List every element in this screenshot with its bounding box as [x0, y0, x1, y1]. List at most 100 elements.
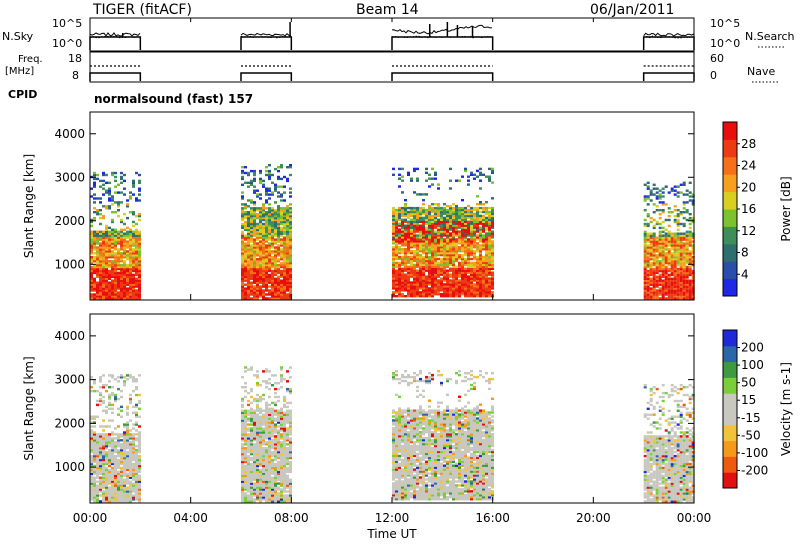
- power-cell: [401, 285, 404, 288]
- power-cell: [135, 254, 138, 257]
- power-cell: [283, 256, 286, 259]
- power-cell: [286, 213, 289, 216]
- power-cell: [691, 195, 695, 198]
- power-cell: [395, 226, 398, 229]
- velocity-cell: [250, 488, 253, 491]
- power-cell: [250, 289, 253, 292]
- velocity-cell: [253, 488, 256, 491]
- power-cell: [395, 251, 398, 255]
- velocity-cell: [117, 441, 120, 444]
- power-cell: [401, 271, 404, 274]
- power-cell: [443, 263, 446, 267]
- velocity-cell: [126, 452, 129, 456]
- power-cell: [664, 285, 668, 288]
- power-cell: [413, 224, 416, 227]
- velocity-cell: [90, 450, 93, 454]
- power-cell: [126, 234, 129, 237]
- velocity-cell: [93, 484, 96, 487]
- power-cell: [241, 211, 244, 214]
- power-cell: [129, 236, 132, 239]
- power-cell: [241, 195, 244, 198]
- power-cell: [446, 289, 449, 292]
- power-cell: [646, 236, 650, 239]
- power-cell: [422, 224, 425, 227]
- power-cell: [395, 244, 398, 247]
- velocity-cell: [120, 433, 123, 436]
- power-cell: [96, 293, 99, 296]
- velocity-cell: [247, 488, 250, 491]
- power-cell: [422, 212, 425, 216]
- power-cell: [274, 277, 277, 280]
- power-cell: [259, 254, 262, 257]
- power-cell: [467, 175, 470, 178]
- power-cell: [688, 261, 692, 265]
- power-cell: [265, 252, 268, 255]
- velocity-cell: [265, 419, 268, 422]
- power-cell: [138, 189, 141, 192]
- power-cell: [476, 228, 479, 231]
- power-cell: [280, 220, 283, 224]
- power-cell: [114, 232, 117, 235]
- power-cell: [410, 228, 413, 231]
- velocity-cell: [126, 433, 129, 436]
- power-cell: [410, 293, 413, 296]
- power-cell: [688, 222, 692, 226]
- power-cell: [410, 242, 413, 245]
- power-cell: [476, 281, 479, 284]
- power-cell: [431, 210, 434, 214]
- power-cell: [449, 293, 452, 296]
- velocity-cell: [90, 425, 93, 428]
- power-cell: [479, 271, 482, 274]
- power-cell: [280, 250, 283, 253]
- power-cell: [253, 226, 256, 230]
- power-cell: [135, 261, 138, 265]
- velocity-cell: [108, 419, 111, 422]
- power-cell: [428, 177, 431, 180]
- power-cell: [262, 254, 265, 257]
- power-cell: [464, 167, 467, 171]
- power-cell: [452, 277, 455, 280]
- power-cell: [443, 203, 446, 206]
- power-cell: [667, 218, 671, 222]
- velocity-cell: [265, 464, 268, 468]
- power-cell: [135, 289, 138, 292]
- velocity-cell: [247, 468, 250, 472]
- velocity-cell: [93, 454, 96, 458]
- power-cell: [443, 248, 446, 251]
- velocity-cell: [253, 452, 256, 456]
- power-cell: [102, 269, 105, 273]
- power-cell: [123, 289, 126, 292]
- power-cell: [395, 291, 398, 294]
- velocity-cell: [253, 443, 256, 446]
- power-cell: [111, 271, 114, 275]
- velocity-cell: [241, 482, 244, 485]
- power-cell: [688, 291, 692, 294]
- power-cell: [473, 295, 476, 298]
- power-cell: [398, 295, 401, 298]
- power-cell: [455, 251, 458, 255]
- power-cell: [461, 216, 464, 220]
- power-cell: [446, 210, 449, 214]
- power-cell: [392, 267, 395, 270]
- power-cell: [280, 271, 283, 275]
- power-cell: [247, 246, 250, 249]
- power-cell: [404, 261, 407, 265]
- power-cell: [398, 248, 401, 251]
- power-cell: [262, 185, 265, 188]
- velocity-cell: [99, 494, 102, 497]
- velocity-cell: [90, 464, 93, 468]
- power-cell: [259, 279, 262, 282]
- velocity-cell: [111, 478, 114, 481]
- power-cell: [443, 234, 446, 237]
- power-cell: [398, 275, 401, 278]
- power-cell: [132, 287, 135, 290]
- power-cell: [108, 269, 111, 273]
- power-cell: [685, 234, 689, 237]
- velocity-cell: [256, 425, 259, 428]
- power-cell: [93, 236, 96, 239]
- velocity-cell: [265, 496, 268, 499]
- velocity-cell: [108, 472, 111, 475]
- power-cell: [280, 222, 283, 226]
- velocity-cell: [247, 441, 250, 444]
- power-cell: [467, 224, 470, 227]
